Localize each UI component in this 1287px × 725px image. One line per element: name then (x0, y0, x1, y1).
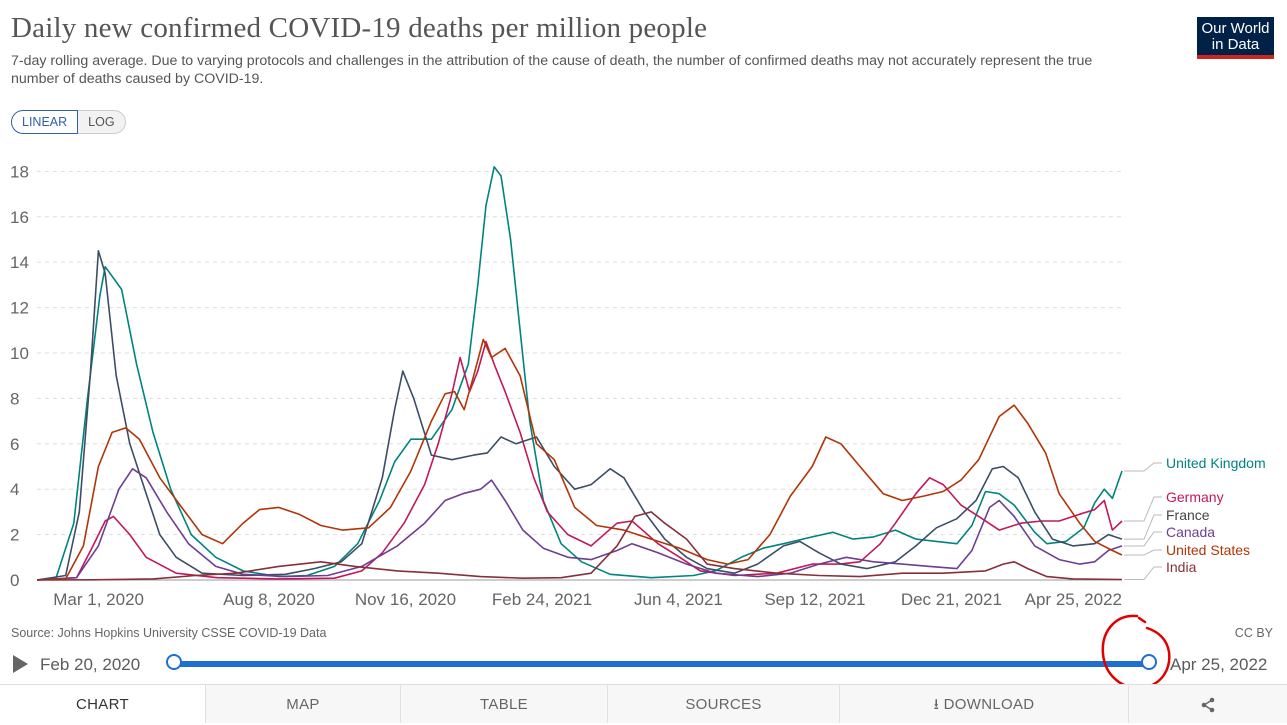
legend-connector (1124, 514, 1162, 540)
tab-share[interactable] (1129, 685, 1287, 723)
timeline-start-handle[interactable] (166, 654, 182, 670)
y-tick-label: 14 (10, 253, 29, 272)
timeline-end-handle[interactable] (1141, 654, 1157, 670)
red-circle-annotation (1101, 614, 1171, 690)
x-tick-label: Aug 8, 2020 (223, 590, 315, 609)
tab-table[interactable]: TABLE (401, 685, 608, 723)
logo-line-2: in Data (1211, 36, 1260, 53)
source-text[interactable]: Source: Johns Hopkins University CSSE CO… (11, 626, 327, 640)
series-line (36, 340, 1123, 581)
x-tick-label: Sep 12, 2021 (764, 590, 865, 609)
x-tick-label: Nov 16, 2020 (355, 590, 456, 609)
tab-download[interactable]: ⭳ DOWNLOAD (840, 685, 1129, 723)
legend-connector (1124, 496, 1162, 522)
y-tick-label: 16 (10, 208, 29, 227)
legend-label: India (1166, 559, 1197, 575)
series-line (36, 511, 1123, 581)
share-icon (1201, 697, 1215, 713)
x-tick-label: Dec 21, 2021 (901, 590, 1002, 609)
y-tick-label: 6 (10, 435, 19, 454)
y-tick-label: 2 (10, 526, 19, 545)
x-tick-label: Mar 1, 2020 (53, 590, 144, 609)
log-scale-button[interactable]: LOG (78, 110, 126, 134)
legend-label: United States (1166, 542, 1250, 558)
legend-label: United Kingdom (1166, 455, 1266, 471)
x-tick-label: Apr 25, 2022 (1025, 590, 1122, 609)
tab-map[interactable]: MAP (206, 685, 401, 723)
play-icon[interactable] (13, 655, 28, 673)
legend-connector (1124, 549, 1162, 556)
legend-label: Germany (1166, 489, 1224, 505)
legend-connector (1124, 531, 1162, 547)
logo-line-1: Our World (1201, 20, 1270, 37)
y-tick-label: 0 (10, 571, 19, 590)
tab-chart[interactable]: CHART (0, 685, 206, 723)
legend-connector (1124, 462, 1162, 472)
license-text[interactable]: CC BY (1234, 626, 1273, 640)
y-tick-label: 8 (10, 389, 19, 408)
y-tick-label: 18 (10, 162, 29, 181)
x-tick-label: Jun 4, 2021 (634, 590, 723, 609)
line-chart: 0 2 4 6 8 10 12 14 16 18 Mar 1, 2020 Aug 8, 2020 Nov… (10, 162, 1266, 609)
tab-download-label: DOWNLOAD (943, 696, 1035, 713)
timeline-end-label: Apr 25, 2022 (1170, 655, 1268, 674)
owid-logo[interactable]: Our World in Data (1197, 17, 1274, 59)
y-tick-label: 4 (10, 480, 19, 499)
legend-connector (1124, 566, 1162, 581)
timeline-track[interactable] (174, 661, 1149, 667)
series-line (36, 166, 1123, 581)
tab-sources[interactable]: SOURCES (608, 685, 840, 723)
timeline-start-label: Feb 20, 2020 (40, 655, 141, 674)
timeline: Feb 20, 2020 Apr 25, 2022 (0, 648, 1287, 680)
download-icon: ⭳ (933, 696, 944, 713)
linear-scale-button[interactable]: LINEAR (11, 110, 79, 134)
legend-label: Canada (1166, 524, 1215, 540)
y-tick-label: 10 (10, 344, 29, 363)
series-line (36, 250, 1123, 581)
legend-label: France (1166, 507, 1210, 523)
scale-toggle: LINEAR LOG (11, 110, 126, 134)
series-line (36, 468, 1123, 581)
bottom-tab-bar: CHART MAP TABLE SOURCES ⭳ DOWNLOAD (0, 684, 1287, 723)
chart-title: Daily new confirmed COVID-19 deaths per … (11, 12, 708, 44)
chart-subtitle: 7-day rolling average. Due to varying pr… (11, 53, 1093, 87)
y-tick-label: 12 (10, 299, 29, 318)
series-line (36, 338, 1123, 581)
x-tick-label: Feb 24, 2021 (492, 590, 592, 609)
